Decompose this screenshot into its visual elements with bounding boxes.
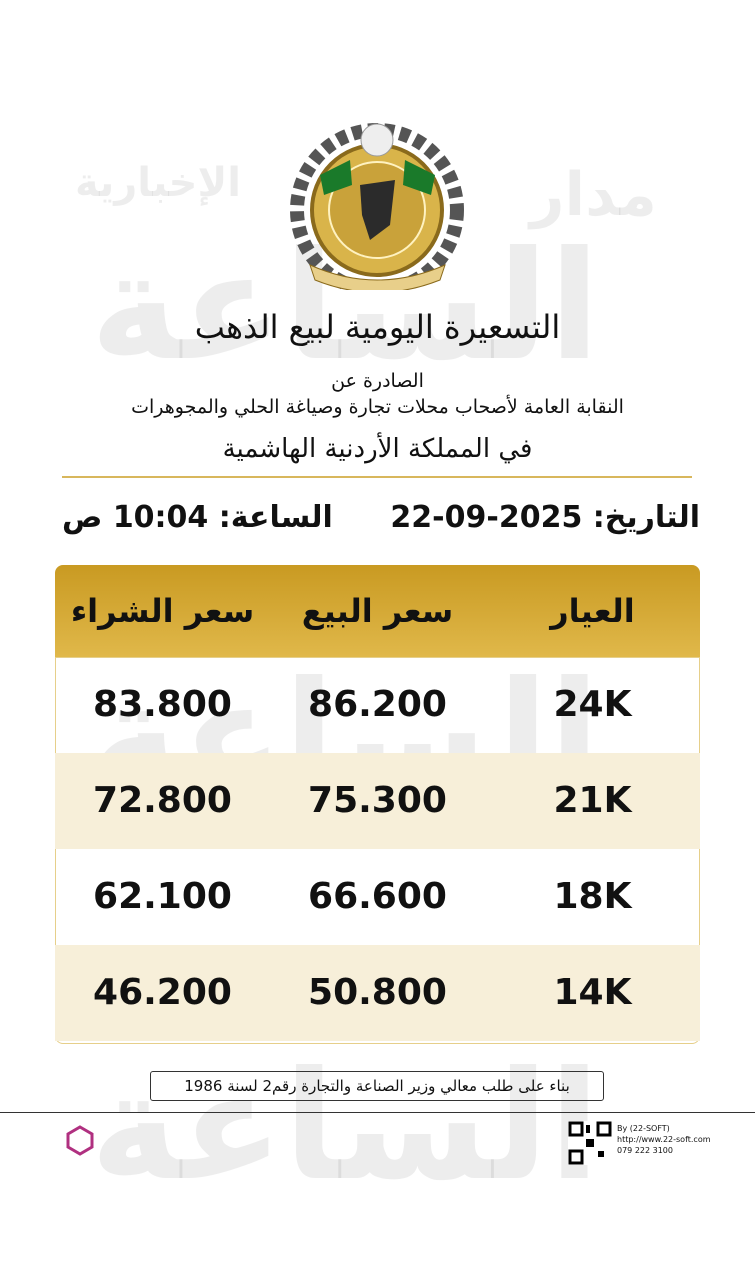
table-cell: 50.800 — [308, 972, 447, 1013]
footer-line — [0, 1112, 755, 1113]
date-label: التاريخ: — [592, 500, 700, 535]
credit-line: 079 222 3100 — [617, 1146, 673, 1155]
table-row: 14K 50.800 46.200 — [55, 945, 700, 1041]
watermark-brand: مدار — [530, 160, 657, 230]
date-value: 22-09-2025 — [390, 500, 583, 535]
credit-line: By (22-SOFT) — [617, 1124, 670, 1133]
table-row: 21K 75.300 72.800 — [55, 753, 700, 849]
table-cell: 66.600 — [308, 876, 447, 917]
footer-note: بناء على طلب معالي وزير الصناعة والتجارة… — [150, 1071, 604, 1101]
table-cell: 83.800 — [93, 684, 232, 725]
table-cell: 72.800 — [93, 780, 232, 821]
credit-line: http://www.22-soft.com — [617, 1135, 711, 1144]
column-header: العيار — [550, 592, 635, 630]
credit: By (22-SOFT) http://www.22-soft.com 079 22… — [617, 1123, 711, 1156]
table-cell: 21K — [553, 780, 632, 821]
column-header: سعر الشراء — [70, 592, 255, 630]
country: في المملكة الأردنية الهاشمية — [222, 434, 533, 464]
footer-logo — [66, 1125, 94, 1156]
issued-by: الصادرة عن — [331, 370, 424, 392]
time: الساعة: 10:04 ص — [62, 500, 333, 535]
column-header: سعر البيع — [301, 592, 454, 630]
table-cell: 86.200 — [308, 684, 447, 725]
table-header: العيار سعر البيع سعر الشراء — [55, 565, 700, 657]
time-value: 10:04 ص — [62, 500, 209, 535]
table-row: 18K 66.600 62.100 — [55, 849, 700, 945]
date: التاريخ: 22-09-2025 — [390, 500, 700, 535]
table-cell: 75.300 — [308, 780, 447, 821]
table-cell: 18K — [553, 876, 632, 917]
watermark-sub: الإخبارية — [75, 160, 241, 206]
table-row: 24K 86.200 83.800 — [55, 657, 700, 753]
logo — [290, 123, 464, 290]
divider — [62, 476, 692, 478]
title: التسعيرة اليومية لبيع الذهب — [194, 308, 561, 346]
qr-code — [568, 1121, 612, 1165]
table-cell: 62.100 — [93, 876, 232, 917]
watermark-main: الساعة — [90, 1040, 601, 1214]
organization: النقابة العامة لأصحاب محلات تجارة وصياغة… — [131, 396, 624, 418]
table-cell: 46.200 — [93, 972, 232, 1013]
table-cell: 14K — [553, 972, 632, 1013]
table-cell: 24K — [553, 684, 632, 725]
time-label: الساعة: — [218, 500, 333, 535]
table-frame — [55, 657, 700, 1044]
